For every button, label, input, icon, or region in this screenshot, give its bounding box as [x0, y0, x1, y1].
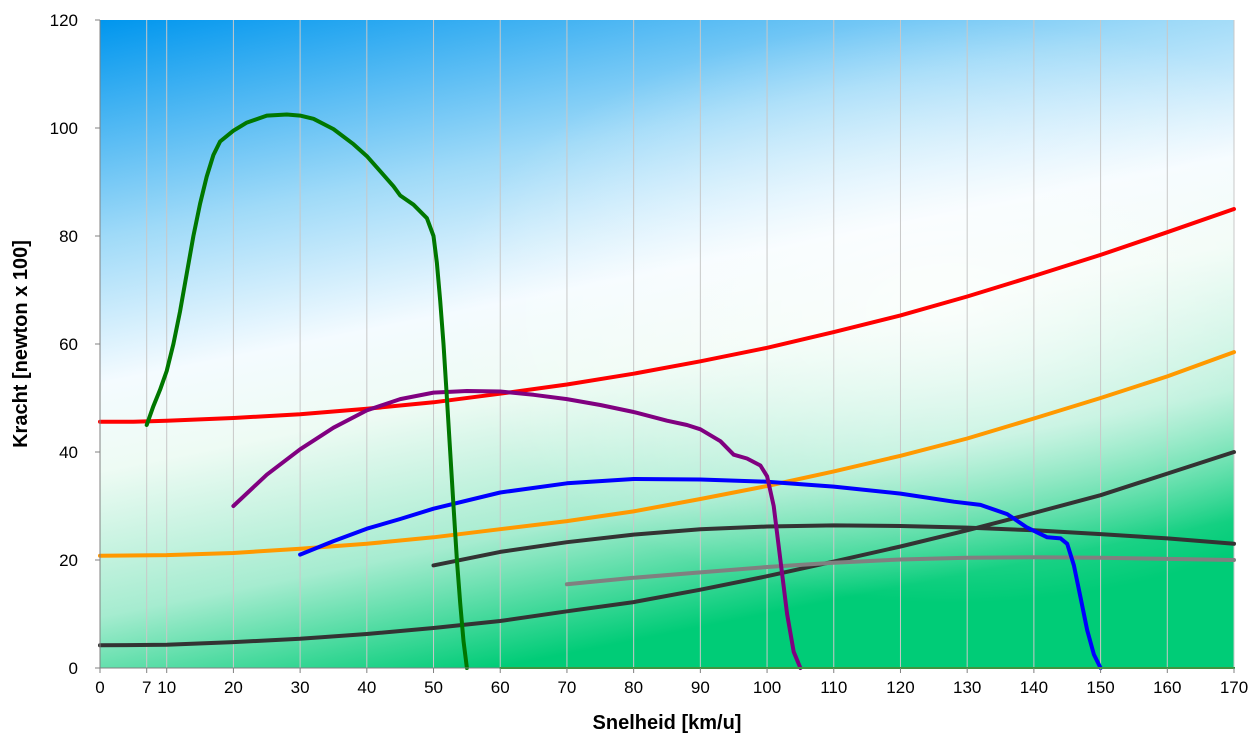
x-tick-label: 50 — [424, 678, 443, 697]
x-tick-label: 0 — [95, 678, 104, 697]
series-line-9 — [144, 112, 469, 670]
y-axis-title: Kracht [newton x 100] — [10, 240, 32, 448]
y-tick-label: 80 — [59, 227, 78, 246]
x-tick-label: 140 — [1020, 678, 1048, 697]
series-line-6 — [298, 477, 1103, 670]
plot-highlight — [100, 20, 1234, 668]
x-tick-label: 7 — [142, 678, 151, 697]
x-tick-label: 30 — [291, 678, 310, 697]
x-tick-label: 130 — [953, 678, 981, 697]
x-tick-label: 80 — [624, 678, 643, 697]
y-tick-label: 20 — [59, 551, 78, 570]
x-axis-title: Snelheid [km/u] — [593, 712, 742, 734]
series-line-3 — [98, 450, 1236, 648]
x-tick-label: 40 — [357, 678, 376, 697]
x-tick-label: 150 — [1086, 678, 1114, 697]
y-tick-labels: 0 20 40 60 80 100 120 — [50, 11, 78, 678]
axes — [95, 19, 1235, 673]
series-line-4 — [431, 523, 1236, 568]
series-lines — [98, 112, 1236, 670]
x-tick-label: 60 — [491, 678, 510, 697]
series-line-1 — [98, 207, 1236, 424]
x-tick-label: 170 — [1220, 678, 1248, 697]
x-tick-label: 120 — [886, 678, 914, 697]
y-tick-label: 40 — [59, 443, 78, 462]
x-tick-labels: 0 7 10 20 30 40 50 60 70 80 90 100 110 120 130 140 150 16… — [95, 678, 1248, 697]
x-tick-label: 100 — [753, 678, 781, 697]
y-tick-label: 60 — [59, 335, 78, 354]
y-tick-label: 100 — [50, 119, 78, 138]
x-tick-label: 10 — [157, 678, 176, 697]
x-tick-label: 90 — [691, 678, 710, 697]
x-tick-label: 110 — [820, 678, 847, 697]
x-tick-label: 70 — [557, 678, 576, 697]
x-tick-label: 160 — [1153, 678, 1181, 697]
y-tick-label: 120 — [50, 11, 78, 30]
series-line-8 — [231, 389, 803, 670]
series-line-5 — [564, 555, 1236, 587]
x-tick-label: 20 — [224, 678, 243, 697]
y-tick-label: 0 — [69, 659, 78, 678]
series-line-2 — [98, 350, 1236, 558]
